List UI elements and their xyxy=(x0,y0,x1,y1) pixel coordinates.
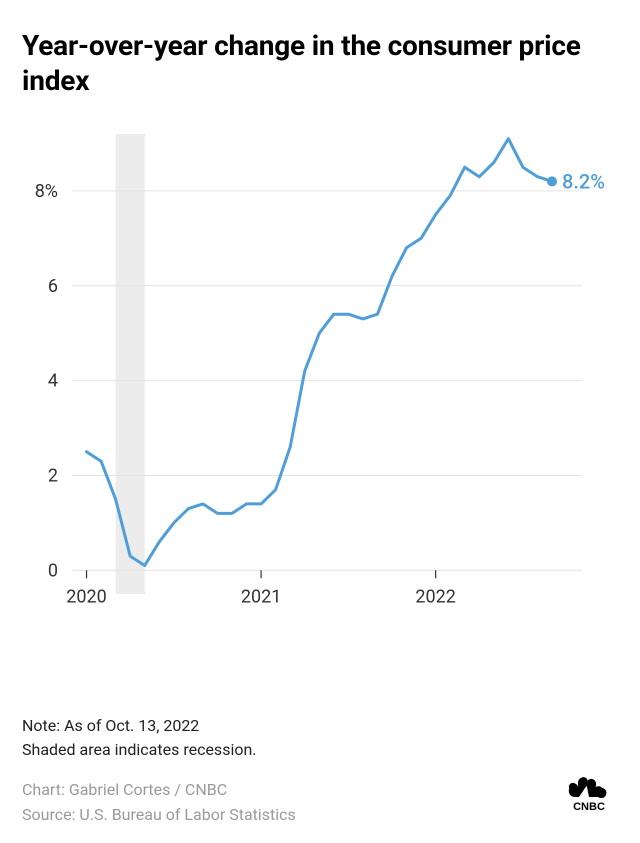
y-tick: 4 xyxy=(48,371,58,392)
end-marker xyxy=(547,176,557,186)
y-tick: 6 xyxy=(48,276,58,297)
chart-credits: Chart: Gabriel Cortes / CNBC Source: U.S… xyxy=(22,778,618,828)
y-tick: 2 xyxy=(48,465,58,486)
svg-text:6: 6 xyxy=(48,276,58,297)
svg-text:0: 0 xyxy=(48,560,58,581)
svg-text:2022: 2022 xyxy=(415,586,455,607)
chart-plot-area: 0 2 4 6 8% 2020 2021 2022 8.2% xyxy=(30,124,612,644)
recession-band xyxy=(116,134,145,594)
end-label: 8.2% xyxy=(562,169,605,193)
chart-card: Year-over-year change in the consumer pr… xyxy=(0,0,640,843)
svg-text:2020: 2020 xyxy=(66,586,106,607)
chart-notes: Note: As of Oct. 13, 2022 Shaded area in… xyxy=(22,714,618,762)
x-tick: 2022 xyxy=(415,586,455,607)
svg-text:2021: 2021 xyxy=(241,586,281,607)
x-tick: 2020 xyxy=(66,586,106,607)
svg-text:CNBC: CNBC xyxy=(573,801,605,811)
note-line-2: Shaded area indicates recession. xyxy=(22,738,618,762)
svg-text:2: 2 xyxy=(48,465,58,486)
y-tick: 0 xyxy=(48,560,58,581)
note-line-1: Note: As of Oct. 13, 2022 xyxy=(22,714,618,738)
x-tick: 2021 xyxy=(241,586,281,607)
chart-title: Year-over-year change in the consumer pr… xyxy=(22,28,618,98)
svg-text:4: 4 xyxy=(48,371,58,392)
cnbc-logo: CNBC xyxy=(560,767,618,815)
chart-source: Source: U.S. Bureau of Labor Statistics xyxy=(22,803,618,828)
chart-credit: Chart: Gabriel Cortes / CNBC xyxy=(22,778,618,803)
chart-svg: 0 2 4 6 8% 2020 2021 2022 8.2% xyxy=(30,124,612,644)
svg-text:8%: 8% xyxy=(35,181,58,202)
cpi-line xyxy=(87,139,553,566)
y-tick: 8% xyxy=(35,181,58,202)
